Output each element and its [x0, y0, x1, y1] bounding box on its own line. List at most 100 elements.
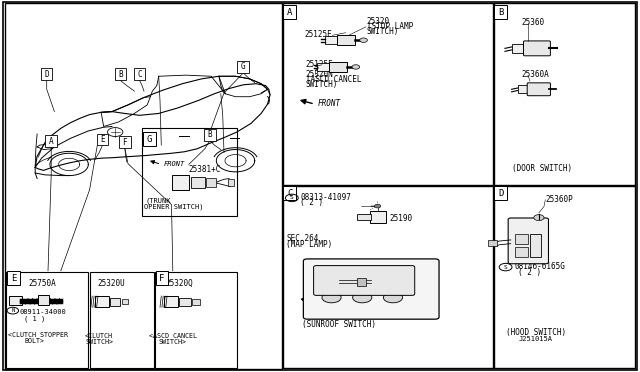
- Circle shape: [352, 65, 360, 69]
- Text: (STOP LAMP: (STOP LAMP: [367, 22, 413, 31]
- Bar: [357, 278, 366, 286]
- Text: C: C: [287, 189, 292, 198]
- Bar: [494, 186, 635, 368]
- Bar: [41, 68, 52, 80]
- Bar: [515, 234, 528, 244]
- Bar: [204, 129, 216, 141]
- Bar: [325, 36, 337, 44]
- Text: <CLUTCH: <CLUTCH: [85, 333, 113, 339]
- Ellipse shape: [353, 292, 372, 303]
- Bar: [283, 5, 296, 19]
- Bar: [494, 186, 507, 200]
- Circle shape: [360, 38, 367, 42]
- Text: S: S: [290, 195, 294, 201]
- Text: 25320Q: 25320Q: [165, 279, 193, 288]
- Text: (ASCD CANCEL: (ASCD CANCEL: [306, 75, 362, 84]
- Bar: [7, 271, 20, 285]
- Bar: [95, 296, 109, 307]
- Text: 25125E: 25125E: [306, 60, 333, 69]
- Text: J251015A: J251015A: [518, 336, 552, 342]
- Text: S: S: [504, 264, 508, 270]
- Bar: [283, 186, 493, 368]
- FancyBboxPatch shape: [9, 296, 22, 305]
- Bar: [494, 5, 507, 19]
- Text: E: E: [100, 135, 105, 144]
- Text: FRONT: FRONT: [164, 161, 185, 167]
- Text: 08146-6165G: 08146-6165G: [515, 262, 565, 271]
- Bar: [370, 211, 386, 223]
- Bar: [134, 68, 145, 80]
- Text: 25750A: 25750A: [29, 279, 56, 288]
- Bar: [6, 272, 88, 368]
- Text: 25360: 25360: [522, 18, 545, 27]
- Bar: [317, 63, 329, 71]
- Text: F: F: [122, 138, 127, 147]
- Bar: [90, 272, 154, 368]
- Bar: [45, 135, 57, 147]
- Text: D: D: [44, 70, 49, 79]
- Bar: [283, 186, 296, 200]
- Bar: [512, 44, 525, 53]
- Text: D: D: [498, 189, 504, 198]
- Bar: [156, 271, 168, 285]
- Bar: [143, 132, 156, 146]
- Bar: [515, 247, 528, 257]
- Ellipse shape: [353, 274, 372, 284]
- Bar: [192, 299, 200, 305]
- Text: G: G: [241, 62, 246, 71]
- Bar: [488, 240, 497, 246]
- Circle shape: [374, 204, 381, 208]
- Text: 25320U: 25320U: [97, 279, 125, 288]
- Text: 25320N: 25320N: [306, 70, 333, 79]
- Ellipse shape: [383, 274, 403, 284]
- FancyBboxPatch shape: [527, 83, 550, 96]
- FancyBboxPatch shape: [508, 218, 548, 264]
- Bar: [228, 179, 234, 186]
- Bar: [283, 3, 493, 185]
- Text: SWITCH>: SWITCH>: [85, 339, 113, 345]
- Text: <ASCD CANCEL: <ASCD CANCEL: [149, 333, 197, 339]
- Text: 25381+C: 25381+C: [189, 165, 221, 174]
- Bar: [122, 299, 128, 304]
- Bar: [155, 272, 237, 368]
- Text: E: E: [11, 274, 16, 283]
- Text: SEC.264: SEC.264: [286, 234, 319, 243]
- Bar: [164, 296, 178, 307]
- Bar: [518, 86, 529, 93]
- Bar: [191, 177, 205, 188]
- Text: (SUNROOF SWITCH): (SUNROOF SWITCH): [302, 320, 376, 329]
- Text: A: A: [49, 137, 54, 146]
- Text: F: F: [159, 274, 164, 283]
- Text: B: B: [207, 130, 212, 139]
- Text: SWITCH): SWITCH): [367, 28, 399, 36]
- Text: 25360A: 25360A: [522, 70, 549, 79]
- Bar: [97, 134, 108, 145]
- Text: 08313-41097: 08313-41097: [300, 193, 351, 202]
- Ellipse shape: [322, 274, 341, 284]
- FancyBboxPatch shape: [524, 41, 550, 56]
- Bar: [110, 298, 120, 306]
- Bar: [5, 3, 282, 369]
- Bar: [337, 35, 355, 45]
- Bar: [179, 298, 191, 306]
- Bar: [206, 178, 216, 187]
- Text: FRONT: FRONT: [317, 99, 340, 108]
- Ellipse shape: [322, 292, 341, 303]
- Bar: [172, 175, 189, 190]
- Text: SWITCH>: SWITCH>: [159, 339, 187, 345]
- Text: (DOOR SWITCH): (DOOR SWITCH): [512, 164, 572, 173]
- Text: C: C: [137, 70, 142, 79]
- Text: (MAP LAMP): (MAP LAMP): [286, 240, 332, 248]
- Text: 25190: 25190: [389, 214, 412, 223]
- Text: 25320: 25320: [367, 17, 390, 26]
- Text: G: G: [147, 135, 152, 144]
- Text: (HOOD SWITCH): (HOOD SWITCH): [506, 328, 566, 337]
- FancyBboxPatch shape: [38, 295, 49, 305]
- Text: 25360P: 25360P: [545, 195, 573, 203]
- Bar: [357, 214, 371, 220]
- Text: ( 2 ): ( 2 ): [518, 268, 541, 277]
- Text: ( 1 ): ( 1 ): [24, 315, 45, 322]
- Text: 25125E: 25125E: [305, 30, 332, 39]
- Text: (TRUNK: (TRUNK: [146, 198, 172, 204]
- Text: FRONT: FRONT: [316, 298, 339, 307]
